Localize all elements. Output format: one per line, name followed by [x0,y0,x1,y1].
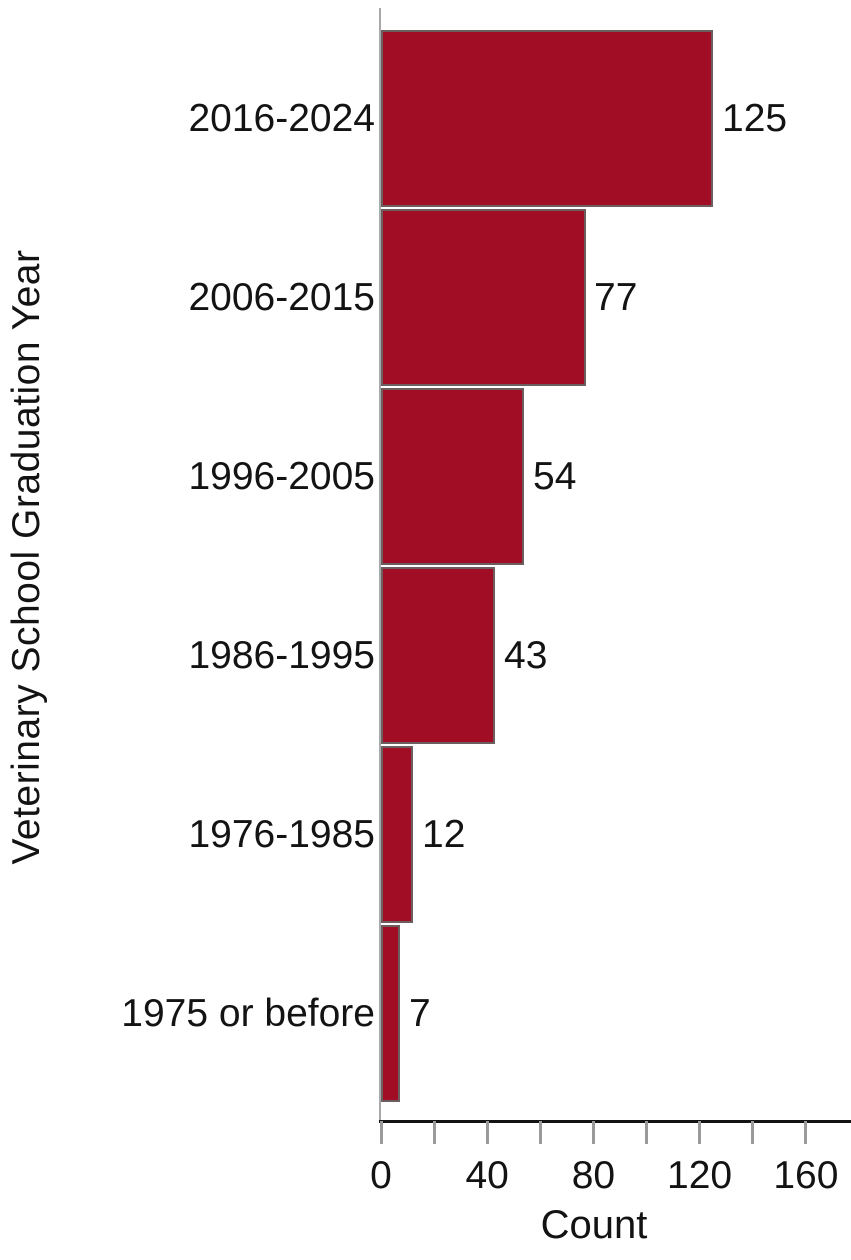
category-label: 1996-2005 [188,455,375,498]
x-axis-tick-label: 160 [773,1154,839,1197]
x-axis-tick-label: 0 [370,1154,392,1197]
bar [381,388,525,565]
y-axis-line [379,8,381,1121]
value-label: 12 [422,813,466,856]
x-axis-tick [804,1121,808,1144]
category-label: 1986-1995 [188,634,375,677]
bar [381,30,713,207]
x-axis-tick [751,1121,755,1144]
category-label: 1976-1985 [188,813,375,856]
x-axis-tick-label: 120 [667,1154,733,1197]
value-label: 43 [504,634,548,677]
x-axis-tick [485,1121,489,1144]
x-axis-line [379,1120,851,1123]
x-axis-tick [698,1121,702,1144]
bar [381,209,586,386]
category-label: 1975 or before [121,992,375,1035]
x-axis-tick [591,1121,595,1144]
x-axis-tick [538,1121,542,1144]
bar [381,567,496,744]
x-axis-tick-label: 40 [465,1154,509,1197]
x-axis-tick [432,1121,436,1144]
category-label: 2006-2015 [188,276,375,319]
value-label: 7 [409,992,431,1035]
bar [381,746,413,923]
value-label: 77 [594,276,638,319]
value-label: 54 [533,455,577,498]
x-axis-tick [379,1121,383,1144]
bar [381,925,400,1102]
x-axis-tick [645,1121,648,1144]
value-label: 125 [722,97,788,140]
x-axis-tick-label: 80 [571,1154,616,1197]
y-axis-title-text: Veterinary School Graduation Year [5,249,48,865]
x-axis-title: Count [540,1203,648,1247]
category-label: 2016-2024 [188,97,375,140]
